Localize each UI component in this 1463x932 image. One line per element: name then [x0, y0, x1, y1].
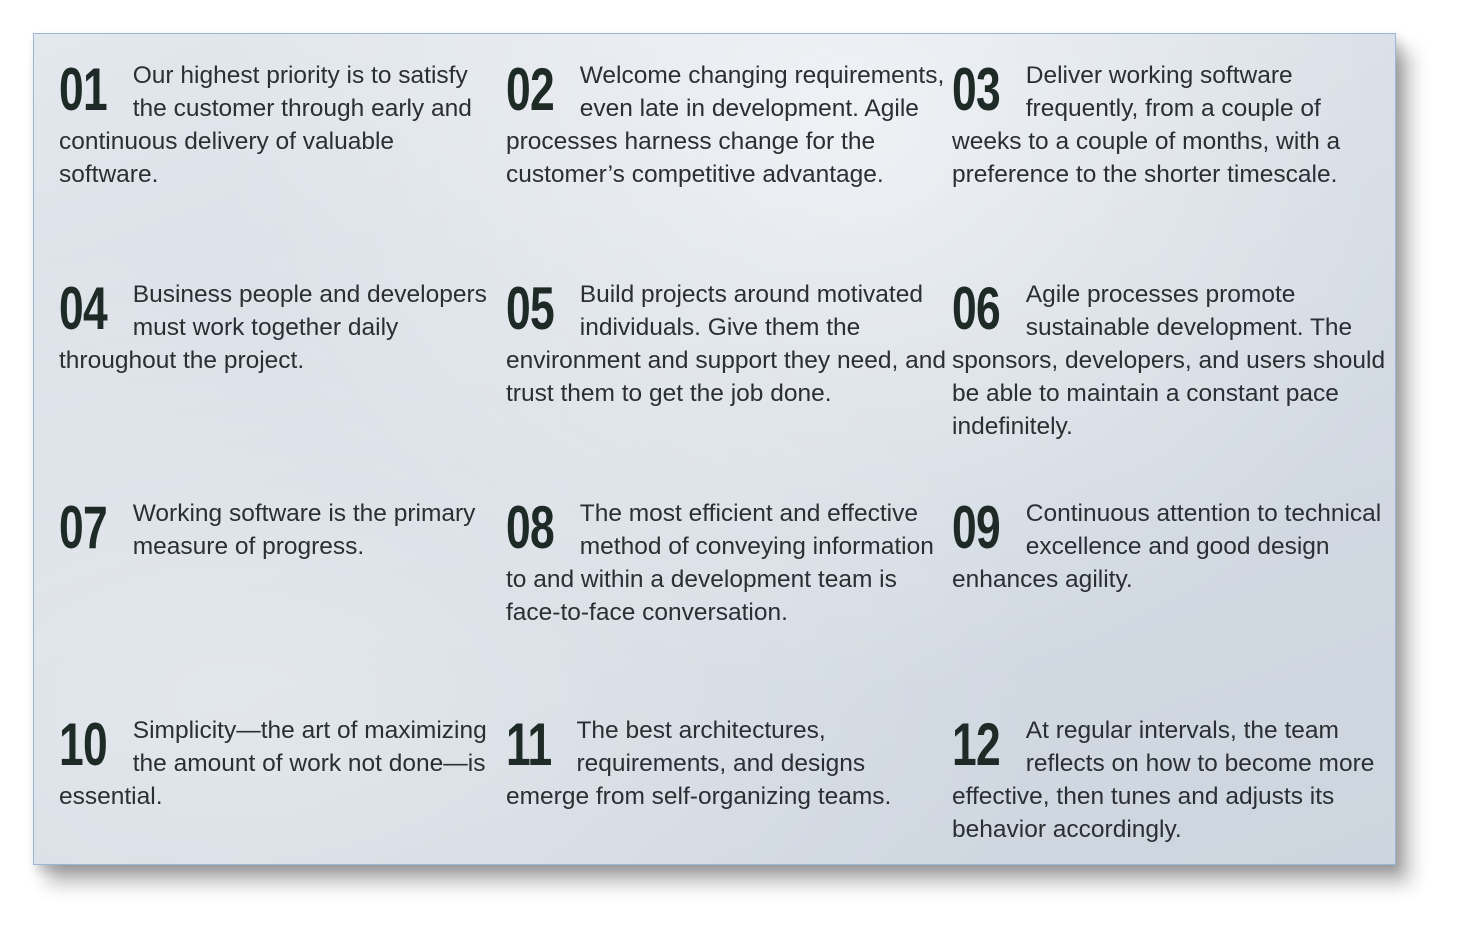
principle-08: 08 The most efficient and effective meth… — [506, 497, 946, 629]
principle-text: The most efficient and effective method … — [506, 500, 934, 626]
principle-04: 04 Business people and developers must w… — [59, 278, 499, 377]
principle-number: 03 — [952, 56, 1001, 123]
principle-text: Welcome changing requirements, even late… — [506, 62, 945, 188]
principle-number: 09 — [952, 494, 1001, 561]
principle-text: Deliver working software frequently, fro… — [952, 62, 1341, 188]
principle-number: 04 — [59, 275, 108, 342]
principle-10: 10 Simplicity—the art of maximizing the … — [59, 714, 499, 813]
principle-11: 11 The best architectures, requirements,… — [506, 714, 946, 813]
principle-number: 08 — [506, 494, 555, 561]
principle-number: 11 — [506, 711, 552, 778]
principle-number: 12 — [952, 711, 1001, 778]
principle-number: 10 — [59, 711, 108, 778]
principle-text: At regular intervals, the team reflects … — [952, 717, 1375, 843]
principle-07: 07 Working software is the primary measu… — [59, 497, 499, 563]
principle-text: Working software is the primary measure … — [132, 500, 476, 560]
principle-01: 01 Our highest priority is to satisfy th… — [59, 59, 499, 191]
principle-number: 01 — [59, 56, 108, 123]
principle-number: 05 — [506, 275, 555, 342]
principle-text: Build projects around motivated individu… — [506, 281, 946, 407]
principle-number: 06 — [952, 275, 1001, 342]
principle-12: 12 At regular intervals, the team reflec… — [952, 714, 1392, 846]
principle-02: 02 Welcome changing requirements, even l… — [506, 59, 946, 191]
principle-text: Business people and developers must work… — [59, 281, 487, 374]
principle-number: 07 — [59, 494, 108, 561]
principle-number: 02 — [506, 56, 555, 123]
principle-text: The best architectures, requirements, an… — [506, 717, 892, 810]
principle-03: 03 Deliver working software frequently, … — [952, 59, 1392, 191]
principle-text: Our highest priority is to satisfy the c… — [59, 62, 472, 188]
principle-09: 09 Continuous attention to technical exc… — [952, 497, 1392, 596]
principle-text: Simplicity—the art of maximizing the amo… — [59, 717, 487, 810]
principle-text: Agile processes promote sustainable deve… — [952, 281, 1386, 440]
principle-05: 05 Build projects around motivated indiv… — [506, 278, 946, 410]
principle-06: 06 Agile processes promote sustainable d… — [952, 278, 1392, 443]
principle-text: Continuous attention to technical excell… — [952, 500, 1382, 593]
principles-card: 01 Our highest priority is to satisfy th… — [33, 33, 1396, 865]
